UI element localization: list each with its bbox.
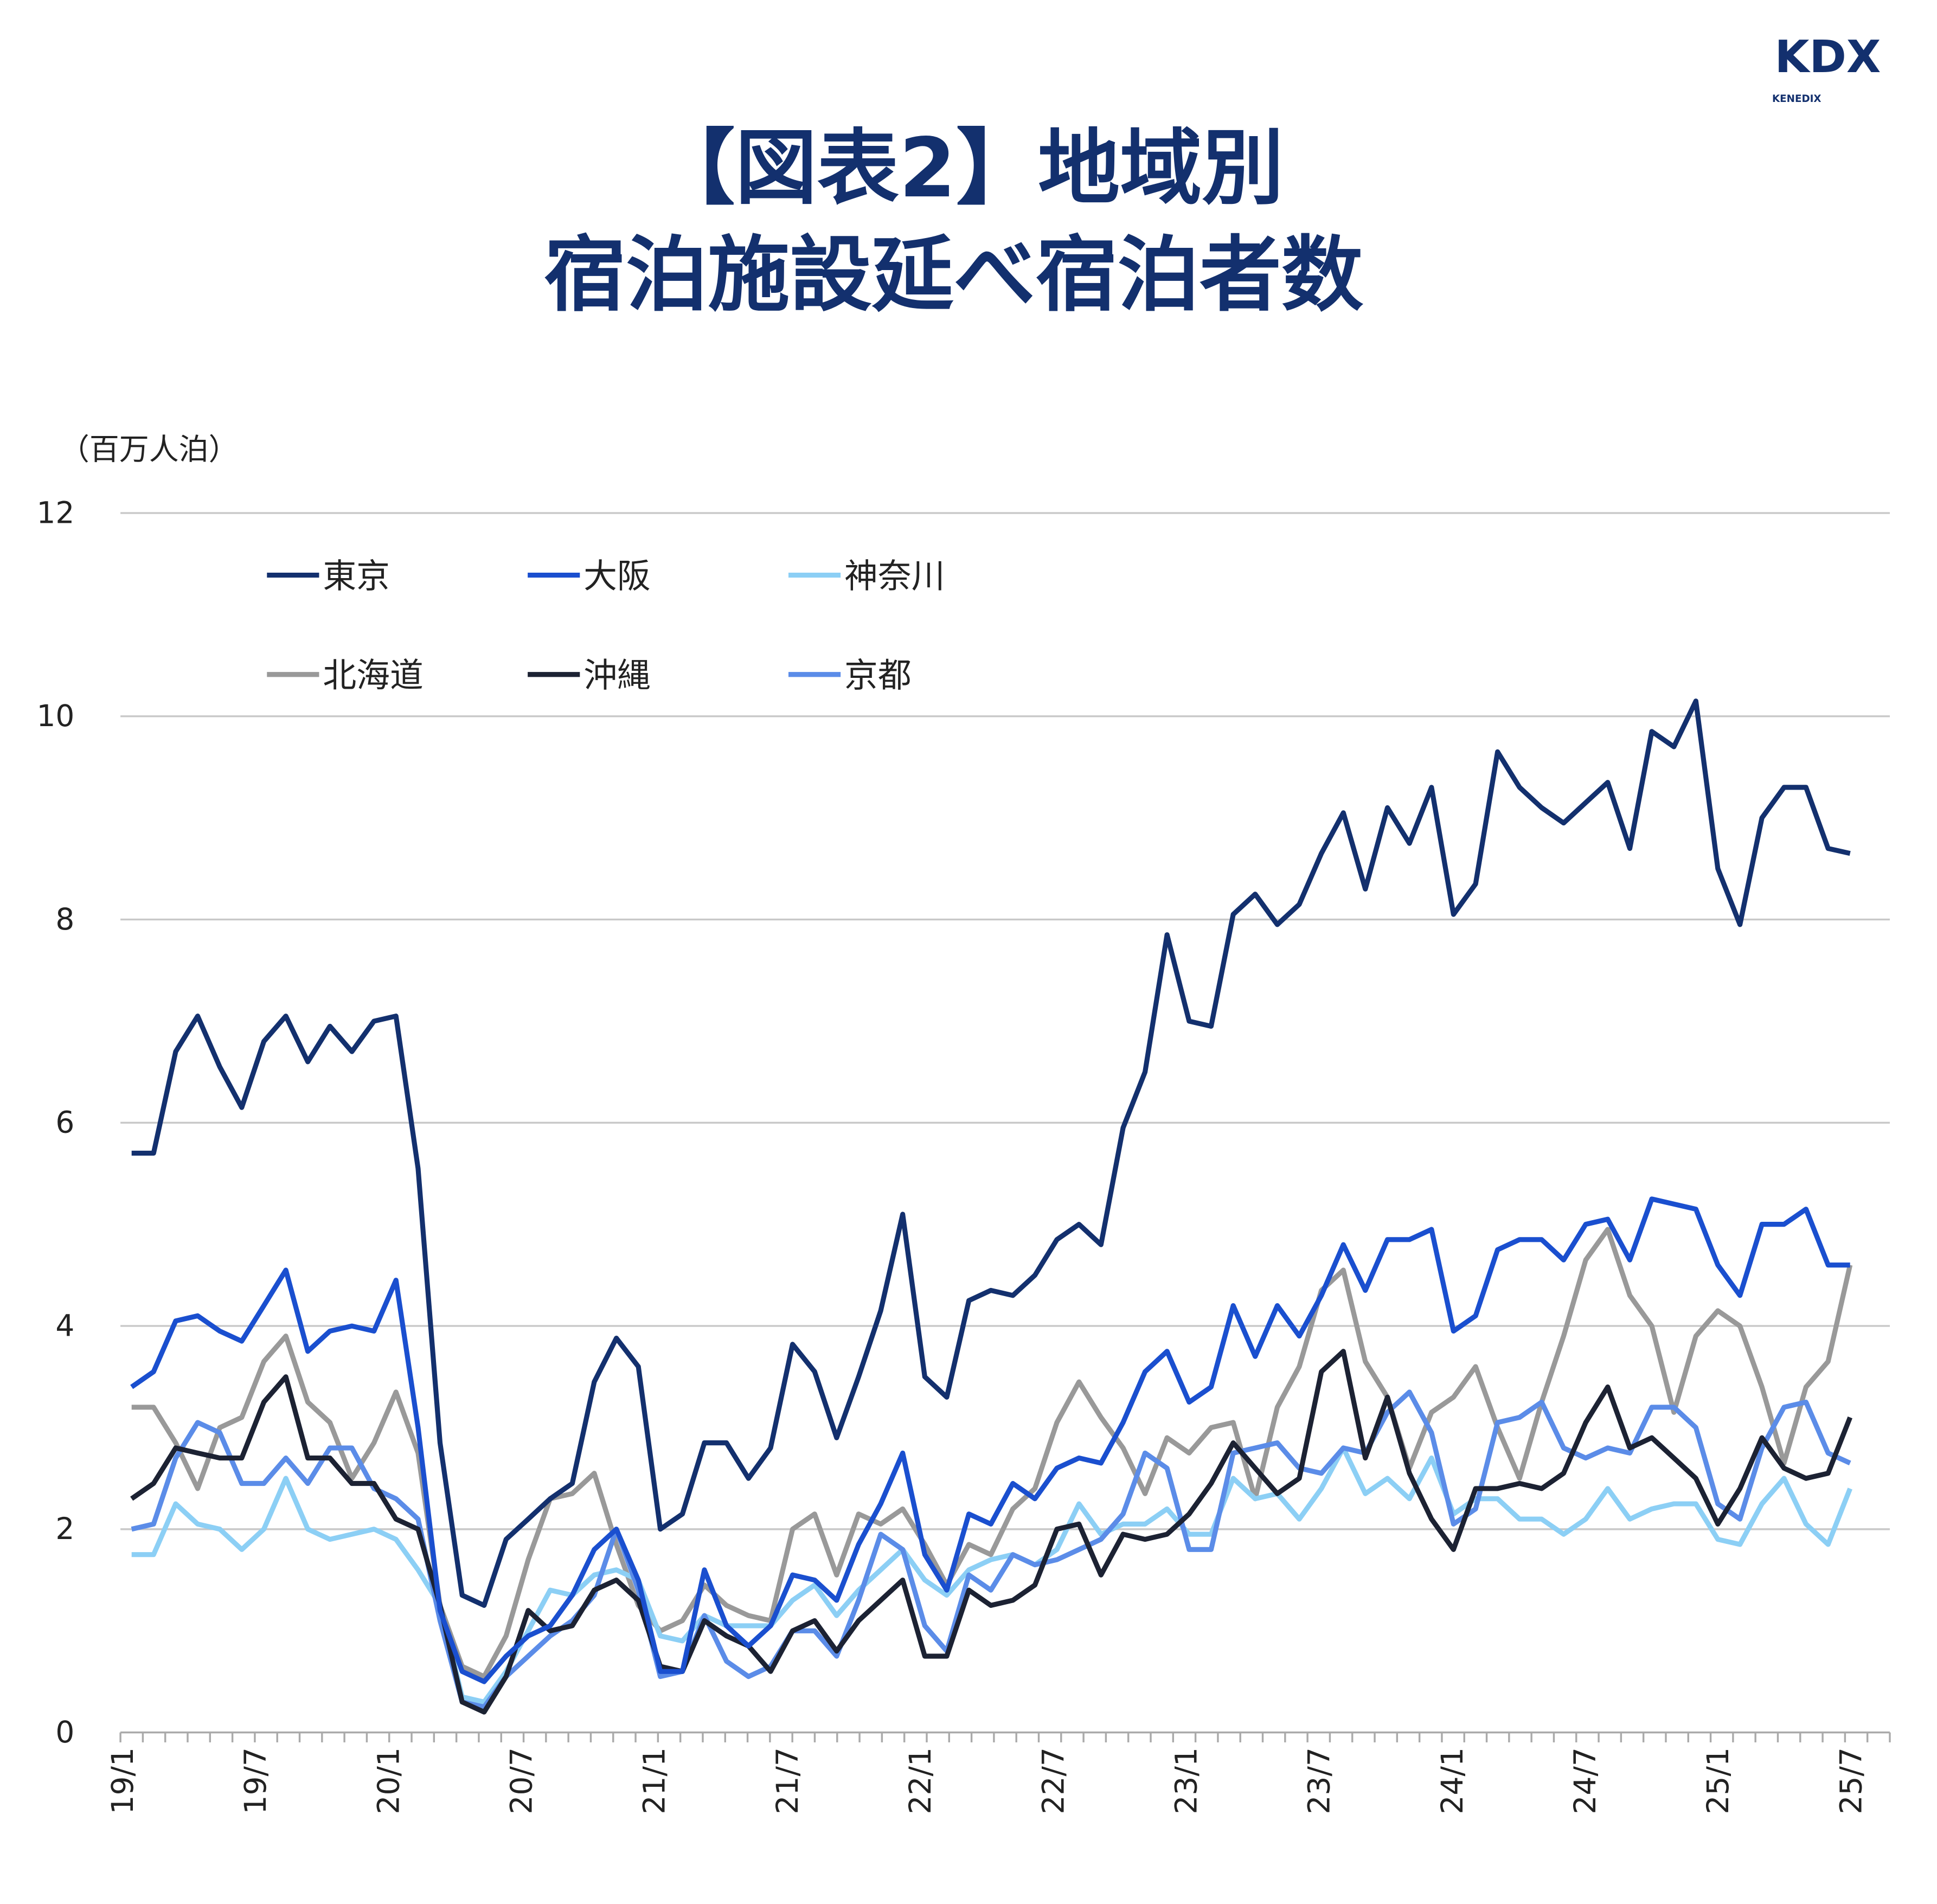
x-tick-label: 25/1 — [1701, 1747, 1735, 1814]
series-line-5 — [131, 1389, 1851, 1710]
legend-label: 沖縄 — [583, 656, 651, 695]
x-tick-label: 22/7 — [1036, 1747, 1070, 1814]
legend-label: 東京 — [323, 556, 390, 595]
x-tick-label: 24/1 — [1435, 1747, 1470, 1814]
series-line-0 — [131, 698, 1851, 1608]
logo-subtext: KENEDIX — [1772, 93, 1821, 105]
series-line-4 — [130, 1349, 1852, 1715]
legend-item: 沖縄 — [528, 656, 651, 695]
legend-label: 北海道 — [323, 656, 423, 695]
legend-item: 京都 — [788, 656, 912, 695]
series-line-1 — [130, 1196, 1850, 1684]
y-tick-label: 10 — [36, 698, 74, 733]
legend-item: 北海道 — [267, 656, 424, 695]
x-tick-label: 25/7 — [1833, 1747, 1868, 1814]
chart-subtitle: 宿泊施設延べ宿泊者数 — [544, 227, 1364, 323]
legend-item: 神奈川 — [788, 556, 945, 595]
legend-label: 京都 — [844, 656, 912, 695]
y-tick-label: 4 — [55, 1308, 74, 1343]
x-tick-label: 23/7 — [1302, 1747, 1337, 1814]
y-tick-label: 2 — [55, 1511, 74, 1546]
y-tick-label: 12 — [36, 495, 74, 530]
kdx-logo: KDX KENEDIX — [1772, 31, 1881, 105]
legend-item: 大阪 — [528, 556, 651, 595]
x-tick-label: 22/1 — [903, 1747, 938, 1814]
x-tick-label: 21/1 — [637, 1747, 672, 1814]
legend-label: 大阪 — [583, 556, 651, 595]
y-tick-label: 8 — [55, 902, 74, 937]
y-tick-label: 6 — [55, 1105, 74, 1140]
x-tick-label: 24/7 — [1568, 1747, 1602, 1814]
logo-text: KDX — [1775, 31, 1881, 83]
x-tick-label: 23/1 — [1169, 1747, 1203, 1814]
x-tick-label: 19/7 — [238, 1747, 273, 1814]
x-tick-label: 20/1 — [371, 1747, 406, 1814]
series-line-3 — [131, 1227, 1853, 1679]
chart-title: 【図表2】地域別 — [653, 120, 1284, 216]
x-tick-label: 20/7 — [504, 1747, 539, 1814]
legend-item: 東京 — [267, 556, 390, 595]
series-line-2 — [131, 1445, 1852, 1705]
y-tick-label: 0 — [55, 1715, 74, 1749]
x-tick-label: 19/1 — [105, 1747, 140, 1814]
y-axis-label: （百万人泊） — [60, 432, 239, 467]
legend-label: 神奈川 — [844, 556, 945, 595]
x-tick-label: 21/7 — [770, 1747, 805, 1814]
